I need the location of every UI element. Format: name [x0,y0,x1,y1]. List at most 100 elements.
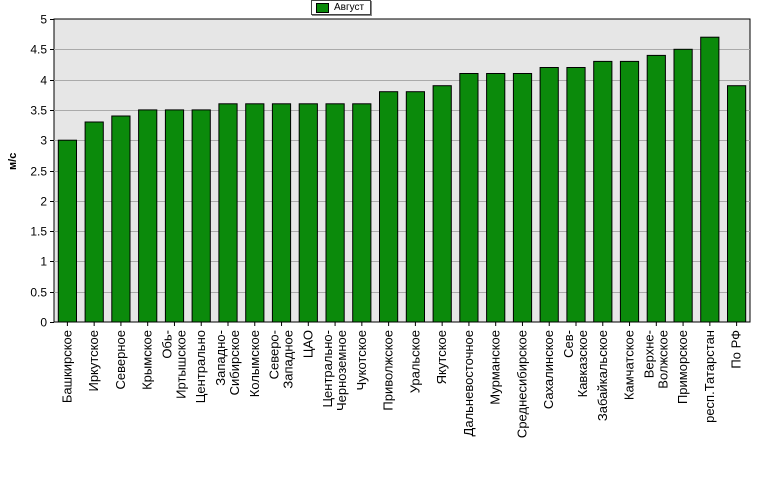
x-tick-label-line: Чукотское [354,330,369,391]
bar [432,85,452,323]
x-tick-label-line: По РФ [729,330,744,369]
legend-swatch [316,2,329,13]
x-tick-label-line: Иртышское [173,330,188,399]
y-tick-label: 1 [40,255,47,269]
x-tick-label-line: Кавказское [575,330,590,397]
y-tick-label: 3 [40,134,47,148]
x-tick-label-line: Камчатское [622,330,637,400]
bar [57,139,77,323]
bar [138,109,158,323]
bar [84,121,104,323]
x-tick-label-line: Мурманское [488,330,503,405]
bar [218,103,238,323]
x-tick-label-line: Верхне- [641,330,656,378]
y-tick-label: 2 [40,195,47,209]
bar [111,115,131,323]
x-tick-label: Камчатское [622,330,637,400]
x-tick-label-line: Центрально- [320,330,335,408]
bar [164,109,185,323]
bar [405,91,425,323]
x-tick-label-line: Дальневосточное [461,330,476,436]
bar [673,48,693,323]
x-tick-label: Крымское [140,330,155,390]
x-tick-label-line: Колымское [247,330,262,397]
bar [539,67,559,323]
y-tick-label: 3.5 [30,104,47,118]
plot-area [53,18,751,323]
x-tick-label: Мурманское [488,330,503,405]
bar [352,103,372,323]
y-tick-label: 1.5 [30,225,47,239]
bar [245,103,265,323]
x-tick-label-line: Уральское [407,330,422,393]
x-tick-label: Уральское [407,330,422,393]
bar [325,103,345,323]
x-tick-label-line: респ.Татарстан [702,330,717,423]
x-tick-label: По РФ [729,330,744,369]
x-tick-label: Приволжское [381,330,396,411]
y-tick-label: 2.5 [30,165,47,179]
x-tick-label-line: Западно- [213,330,228,386]
x-tick-label-line: Северное [113,330,128,389]
x-tick-label-line: Сев- [561,330,576,358]
bar [271,103,292,323]
x-tick-label-line: Забайкальское [595,330,610,421]
y-tick-label: 4.5 [30,43,47,57]
bar [727,85,747,323]
x-tick-label-line: Западное [281,330,296,389]
x-tick-label-line: Якутское [434,330,449,384]
x-tick-label: Северо- Западное [267,330,296,389]
x-tick-label-line: Обь- [159,330,174,359]
x-tick-label: Дальневосточное [461,330,476,436]
x-tick-label: Приморское [675,330,690,404]
x-tick-label: Среднесибирское [514,330,529,438]
legend-label: Август [334,2,365,13]
y-tick-label: 4 [40,74,47,88]
bar [700,36,720,323]
x-tick-label: Сахалинское [541,330,556,409]
x-tick-label: Забайкальское [595,330,610,421]
x-tick-label: Западно- Сибирское [213,330,242,395]
bar [298,103,318,323]
x-tick-label: Колымское [247,330,262,397]
x-tick-label: Сев- Кавказское [561,330,590,397]
x-tick-label: Верхне- Волжское [641,330,670,389]
legend: Август [311,0,372,15]
x-tick-label-line: Среднесибирское [514,330,529,438]
y-tick-label: 0.5 [30,286,47,300]
x-tick-label-line: Центрально [193,330,208,403]
y-tick-label: 0 [40,316,47,330]
x-tick-label: Северное [113,330,128,389]
x-tick-label-line: Приволжское [381,330,396,411]
x-tick-label-line: ЦАО [300,330,315,358]
bar [459,73,479,323]
bar [191,109,211,323]
x-tick-label: Иркутское [86,330,101,392]
x-tick-label-line: Сахалинское [541,330,556,409]
x-tick-label-line: Крымское [140,330,155,390]
x-tick-label: Якутское [434,330,449,384]
bar [566,67,586,323]
bar [646,54,666,323]
x-tick-label-line: Черноземное [334,330,349,411]
x-tick-label-line: Приморское [675,330,690,404]
bar [512,73,533,323]
x-tick-label: Башкирское [59,330,74,403]
bar [593,60,613,323]
x-tick-label-line: Башкирское [59,330,74,403]
x-tick-label: Центрально [193,330,208,403]
x-tick-label: Центрально- Черноземное [320,330,349,411]
x-tick-label: респ.Татарстан [702,330,717,423]
bar [619,60,640,323]
bar [486,73,506,323]
bar [379,91,399,323]
x-tick-label: Чукотское [354,330,369,391]
x-tick-label-line: Сибирское [227,330,242,395]
y-tick-label: 5 [40,13,47,27]
x-tick-label: Обь- Иртышское [159,330,188,399]
x-tick-label: ЦАО [300,330,315,358]
x-tick-label-line: Северо- [267,330,282,379]
x-tick-label-line: Иркутское [86,330,101,392]
x-tick-label-line: Волжское [655,330,670,389]
